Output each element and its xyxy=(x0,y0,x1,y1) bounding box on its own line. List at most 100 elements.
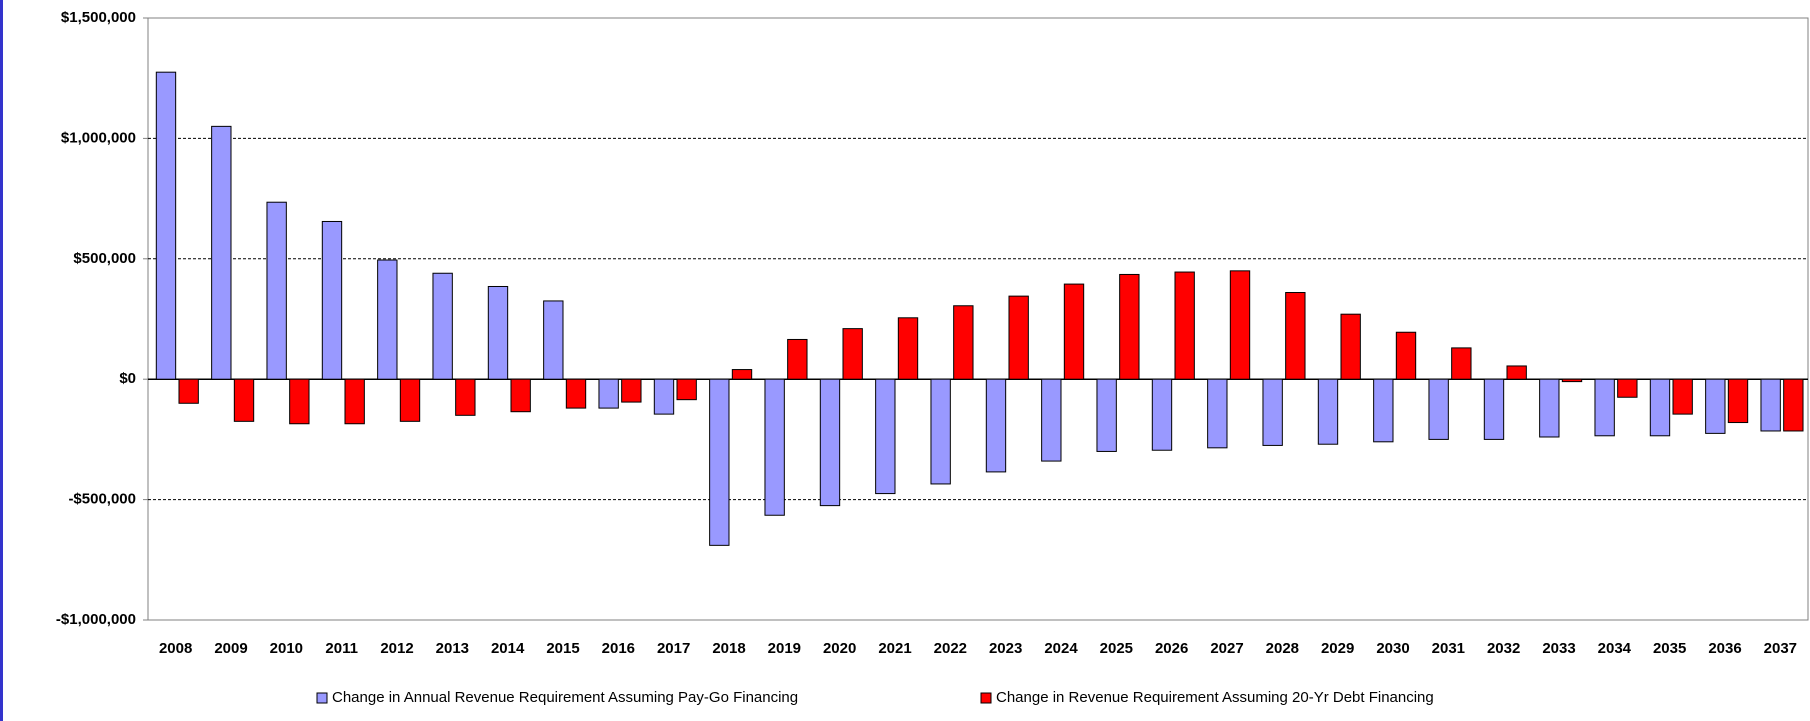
x-tick-label: 2020 xyxy=(823,640,856,657)
x-tick-label: 2034 xyxy=(1598,640,1632,657)
bar xyxy=(819,378,841,507)
x-tick-label: 2014 xyxy=(491,640,525,657)
bar xyxy=(1207,378,1228,449)
x-tick-label: 2036 xyxy=(1708,640,1741,657)
x-tick-label: 2023 xyxy=(989,640,1022,657)
x-tick-label: 2026 xyxy=(1155,640,1188,657)
bar xyxy=(1096,378,1117,452)
x-tick-label: 2022 xyxy=(934,640,967,657)
x-tick-label: 2010 xyxy=(270,640,303,657)
bar xyxy=(1506,365,1527,380)
bar xyxy=(1008,295,1029,380)
x-tick-label: 2011 xyxy=(325,640,358,657)
x-tick-label: 2030 xyxy=(1376,640,1409,657)
y-tick-label: -$1,000,000 xyxy=(56,611,136,628)
bar xyxy=(1594,378,1615,437)
bar xyxy=(399,378,421,422)
bar xyxy=(653,378,675,415)
x-tick-label: 2009 xyxy=(214,640,247,657)
x-tick-label: 2019 xyxy=(768,640,801,657)
bar xyxy=(985,378,1007,473)
bar xyxy=(1760,378,1781,432)
bar xyxy=(211,125,232,380)
bar xyxy=(1262,378,1283,446)
x-tick-label: 2012 xyxy=(380,640,413,657)
bar xyxy=(455,378,476,416)
bar xyxy=(377,259,398,380)
bar xyxy=(764,378,785,516)
bar xyxy=(731,369,753,380)
bar xyxy=(1340,313,1361,380)
bar xyxy=(178,378,199,404)
x-tick-label: 2018 xyxy=(712,640,745,657)
bar xyxy=(1119,273,1140,380)
bar xyxy=(1317,378,1339,445)
legend-swatch xyxy=(316,692,328,704)
bar xyxy=(709,378,730,546)
x-tick-label: 2024 xyxy=(1044,640,1078,657)
bar xyxy=(1174,271,1195,380)
bar xyxy=(510,378,531,413)
y-tick-label: $500,000 xyxy=(73,250,136,267)
x-tick-label: 2037 xyxy=(1764,640,1797,657)
bar xyxy=(1041,378,1062,462)
bar xyxy=(598,378,619,409)
x-tick-label: 2016 xyxy=(602,640,635,657)
bar xyxy=(875,378,896,495)
bar xyxy=(321,220,343,380)
bar xyxy=(1561,378,1583,383)
bar xyxy=(1483,378,1505,440)
bar xyxy=(543,300,564,380)
bar xyxy=(1428,378,1449,440)
x-tick-label: 2031 xyxy=(1432,640,1465,657)
x-tick-label: 2025 xyxy=(1100,640,1133,657)
bar xyxy=(266,201,287,380)
bar xyxy=(1395,331,1417,380)
x-tick-label: 2021 xyxy=(878,640,911,657)
bar xyxy=(1727,378,1749,424)
bar xyxy=(1672,378,1693,415)
legend-label: Change in Annual Revenue Requirement Ass… xyxy=(332,689,798,706)
bar xyxy=(1229,270,1251,380)
x-tick-label: 2035 xyxy=(1653,640,1686,657)
bar xyxy=(289,378,310,425)
x-tick-label: 2027 xyxy=(1210,640,1243,657)
bar xyxy=(1783,378,1804,432)
bar xyxy=(953,305,974,380)
bar xyxy=(930,378,951,485)
x-tick-label: 2015 xyxy=(546,640,579,657)
bar xyxy=(897,317,919,380)
plot-area xyxy=(147,17,1809,621)
bar xyxy=(155,71,177,380)
bar xyxy=(1705,378,1726,434)
y-tick-label: $1,500,000 xyxy=(61,9,136,26)
bar xyxy=(344,378,365,425)
bar xyxy=(233,378,255,422)
x-tick-label: 2033 xyxy=(1542,640,1575,657)
x-tick-label: 2032 xyxy=(1487,640,1520,657)
bar xyxy=(1451,347,1472,380)
x-tick-label: 2013 xyxy=(436,640,469,657)
bar xyxy=(1649,378,1671,437)
legend-label: Change in Revenue Requirement Assuming 2… xyxy=(996,689,1434,706)
x-tick-label: 2017 xyxy=(657,640,690,657)
bar xyxy=(1373,378,1394,443)
x-tick-label: 2028 xyxy=(1266,640,1299,657)
x-tick-label: 2029 xyxy=(1321,640,1354,657)
bar xyxy=(1151,378,1173,451)
x-tick-label: 2008 xyxy=(159,640,192,657)
bar xyxy=(1285,292,1306,380)
bar xyxy=(1063,283,1085,380)
bar xyxy=(1539,378,1560,438)
bar xyxy=(621,378,642,403)
bar xyxy=(487,285,509,380)
bar xyxy=(676,378,697,401)
bar xyxy=(432,272,453,380)
legend-swatch xyxy=(980,692,992,704)
bar xyxy=(787,338,808,380)
bar xyxy=(842,328,863,380)
y-tick-label: $0 xyxy=(119,370,136,387)
y-tick-label: -$500,000 xyxy=(68,491,136,508)
bar xyxy=(1617,378,1638,398)
